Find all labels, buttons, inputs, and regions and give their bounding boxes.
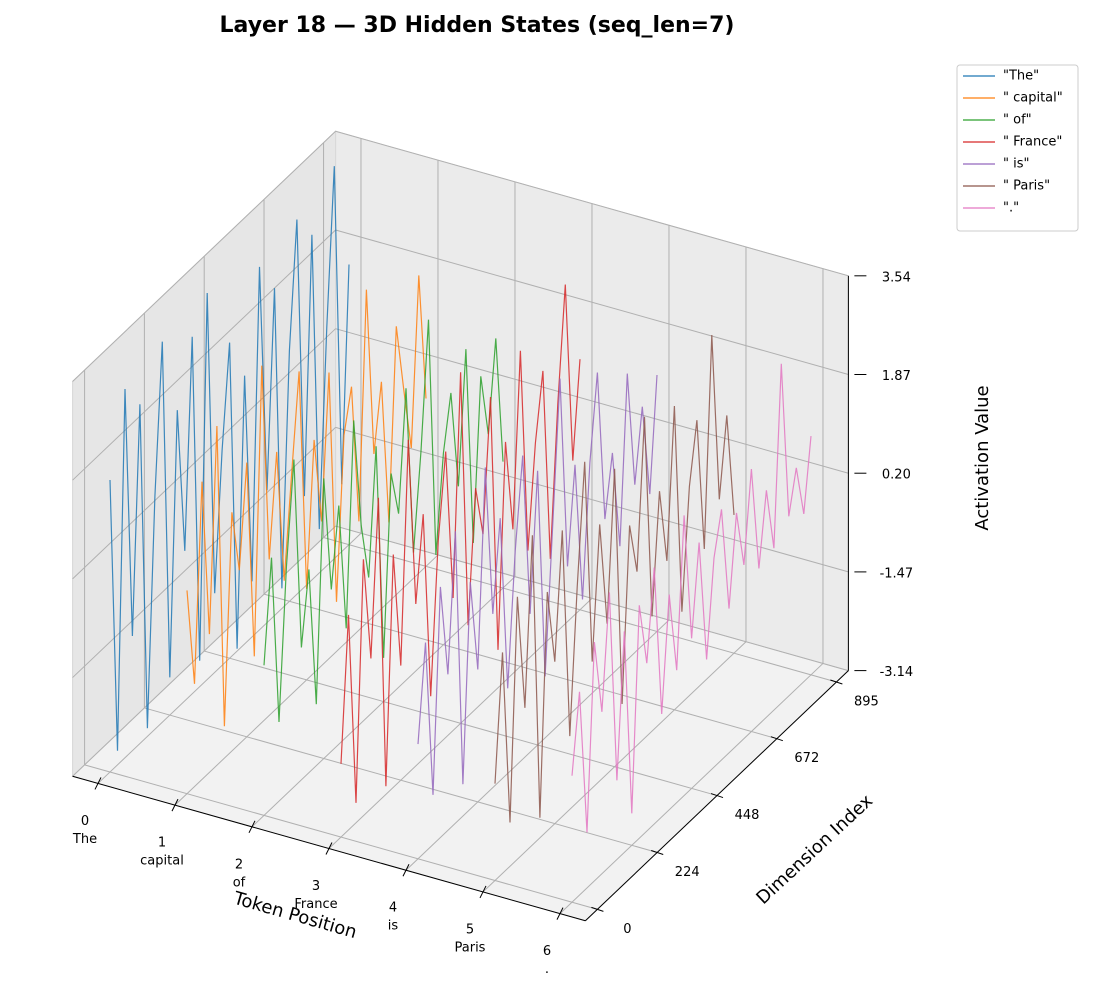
x-tick-category: The	[72, 832, 97, 847]
z-tick-label: -3.14	[880, 665, 914, 680]
x-tick-label: 0	[81, 814, 89, 829]
grid-line	[335, 525, 849, 672]
x-tick-label: 3	[312, 879, 320, 894]
grid-line	[72, 229, 336, 481]
x-tick-label: 4	[389, 901, 397, 916]
x-tick-category: capital	[140, 854, 184, 869]
z-axis-label: Activation Value	[972, 385, 993, 530]
z-tick-label: -1.47	[880, 566, 914, 581]
legend-label: "The"	[1003, 69, 1039, 84]
x-axis-label: Token Position	[230, 888, 359, 943]
grid-line	[335, 328, 849, 474]
z-tick-label: 1.87	[882, 369, 911, 384]
x-tick-category: Paris	[455, 940, 486, 955]
series-line	[340, 284, 581, 803]
legend-label: " Paris"	[1003, 179, 1050, 194]
grid-line	[263, 593, 777, 740]
x-tick-label: 1	[158, 836, 166, 851]
x-tick-category: France	[294, 897, 337, 912]
y-tick-label: 672	[794, 751, 819, 766]
series-line	[263, 319, 504, 723]
x-axis-line	[72, 775, 586, 922]
series-line	[417, 372, 658, 795]
legend-label: "."	[1003, 201, 1019, 216]
y-tick-label: 224	[675, 865, 700, 880]
series-line	[571, 363, 812, 833]
x-tick-category: of	[233, 875, 246, 890]
grid-line	[335, 130, 849, 277]
x-tick-category: is	[388, 919, 399, 934]
series-line	[109, 166, 350, 751]
z-tick-label: 3.54	[882, 270, 911, 285]
x-tick-label: 2	[235, 857, 243, 872]
series-line	[494, 334, 735, 823]
x-tick-label: 5	[466, 922, 474, 937]
legend-label: " of"	[1003, 113, 1032, 128]
y-axis-line	[585, 670, 849, 922]
grid-line	[84, 764, 598, 910]
y-tick-label: 895	[854, 695, 879, 710]
legend-label: " France"	[1003, 135, 1062, 150]
y-tick-label: 0	[623, 922, 631, 937]
grid-line	[72, 525, 336, 777]
y-axis-label: Dimension Index	[752, 790, 877, 909]
grid-line	[144, 707, 658, 853]
grid-line	[335, 229, 849, 375]
y-tick-label: 448	[735, 808, 760, 823]
z-tick-label: 0.20	[882, 468, 911, 483]
chart-title: Layer 18 — 3D Hidden States (seq_len=7)	[220, 13, 735, 38]
grid-line	[323, 537, 837, 683]
grid-line	[72, 130, 336, 382]
legend-box	[956, 64, 1079, 232]
x-tick-category: .	[545, 962, 549, 977]
x-tick-label: 6	[543, 944, 551, 959]
legend-label: " is"	[1003, 157, 1029, 172]
legend-label: " capital"	[1003, 91, 1063, 106]
